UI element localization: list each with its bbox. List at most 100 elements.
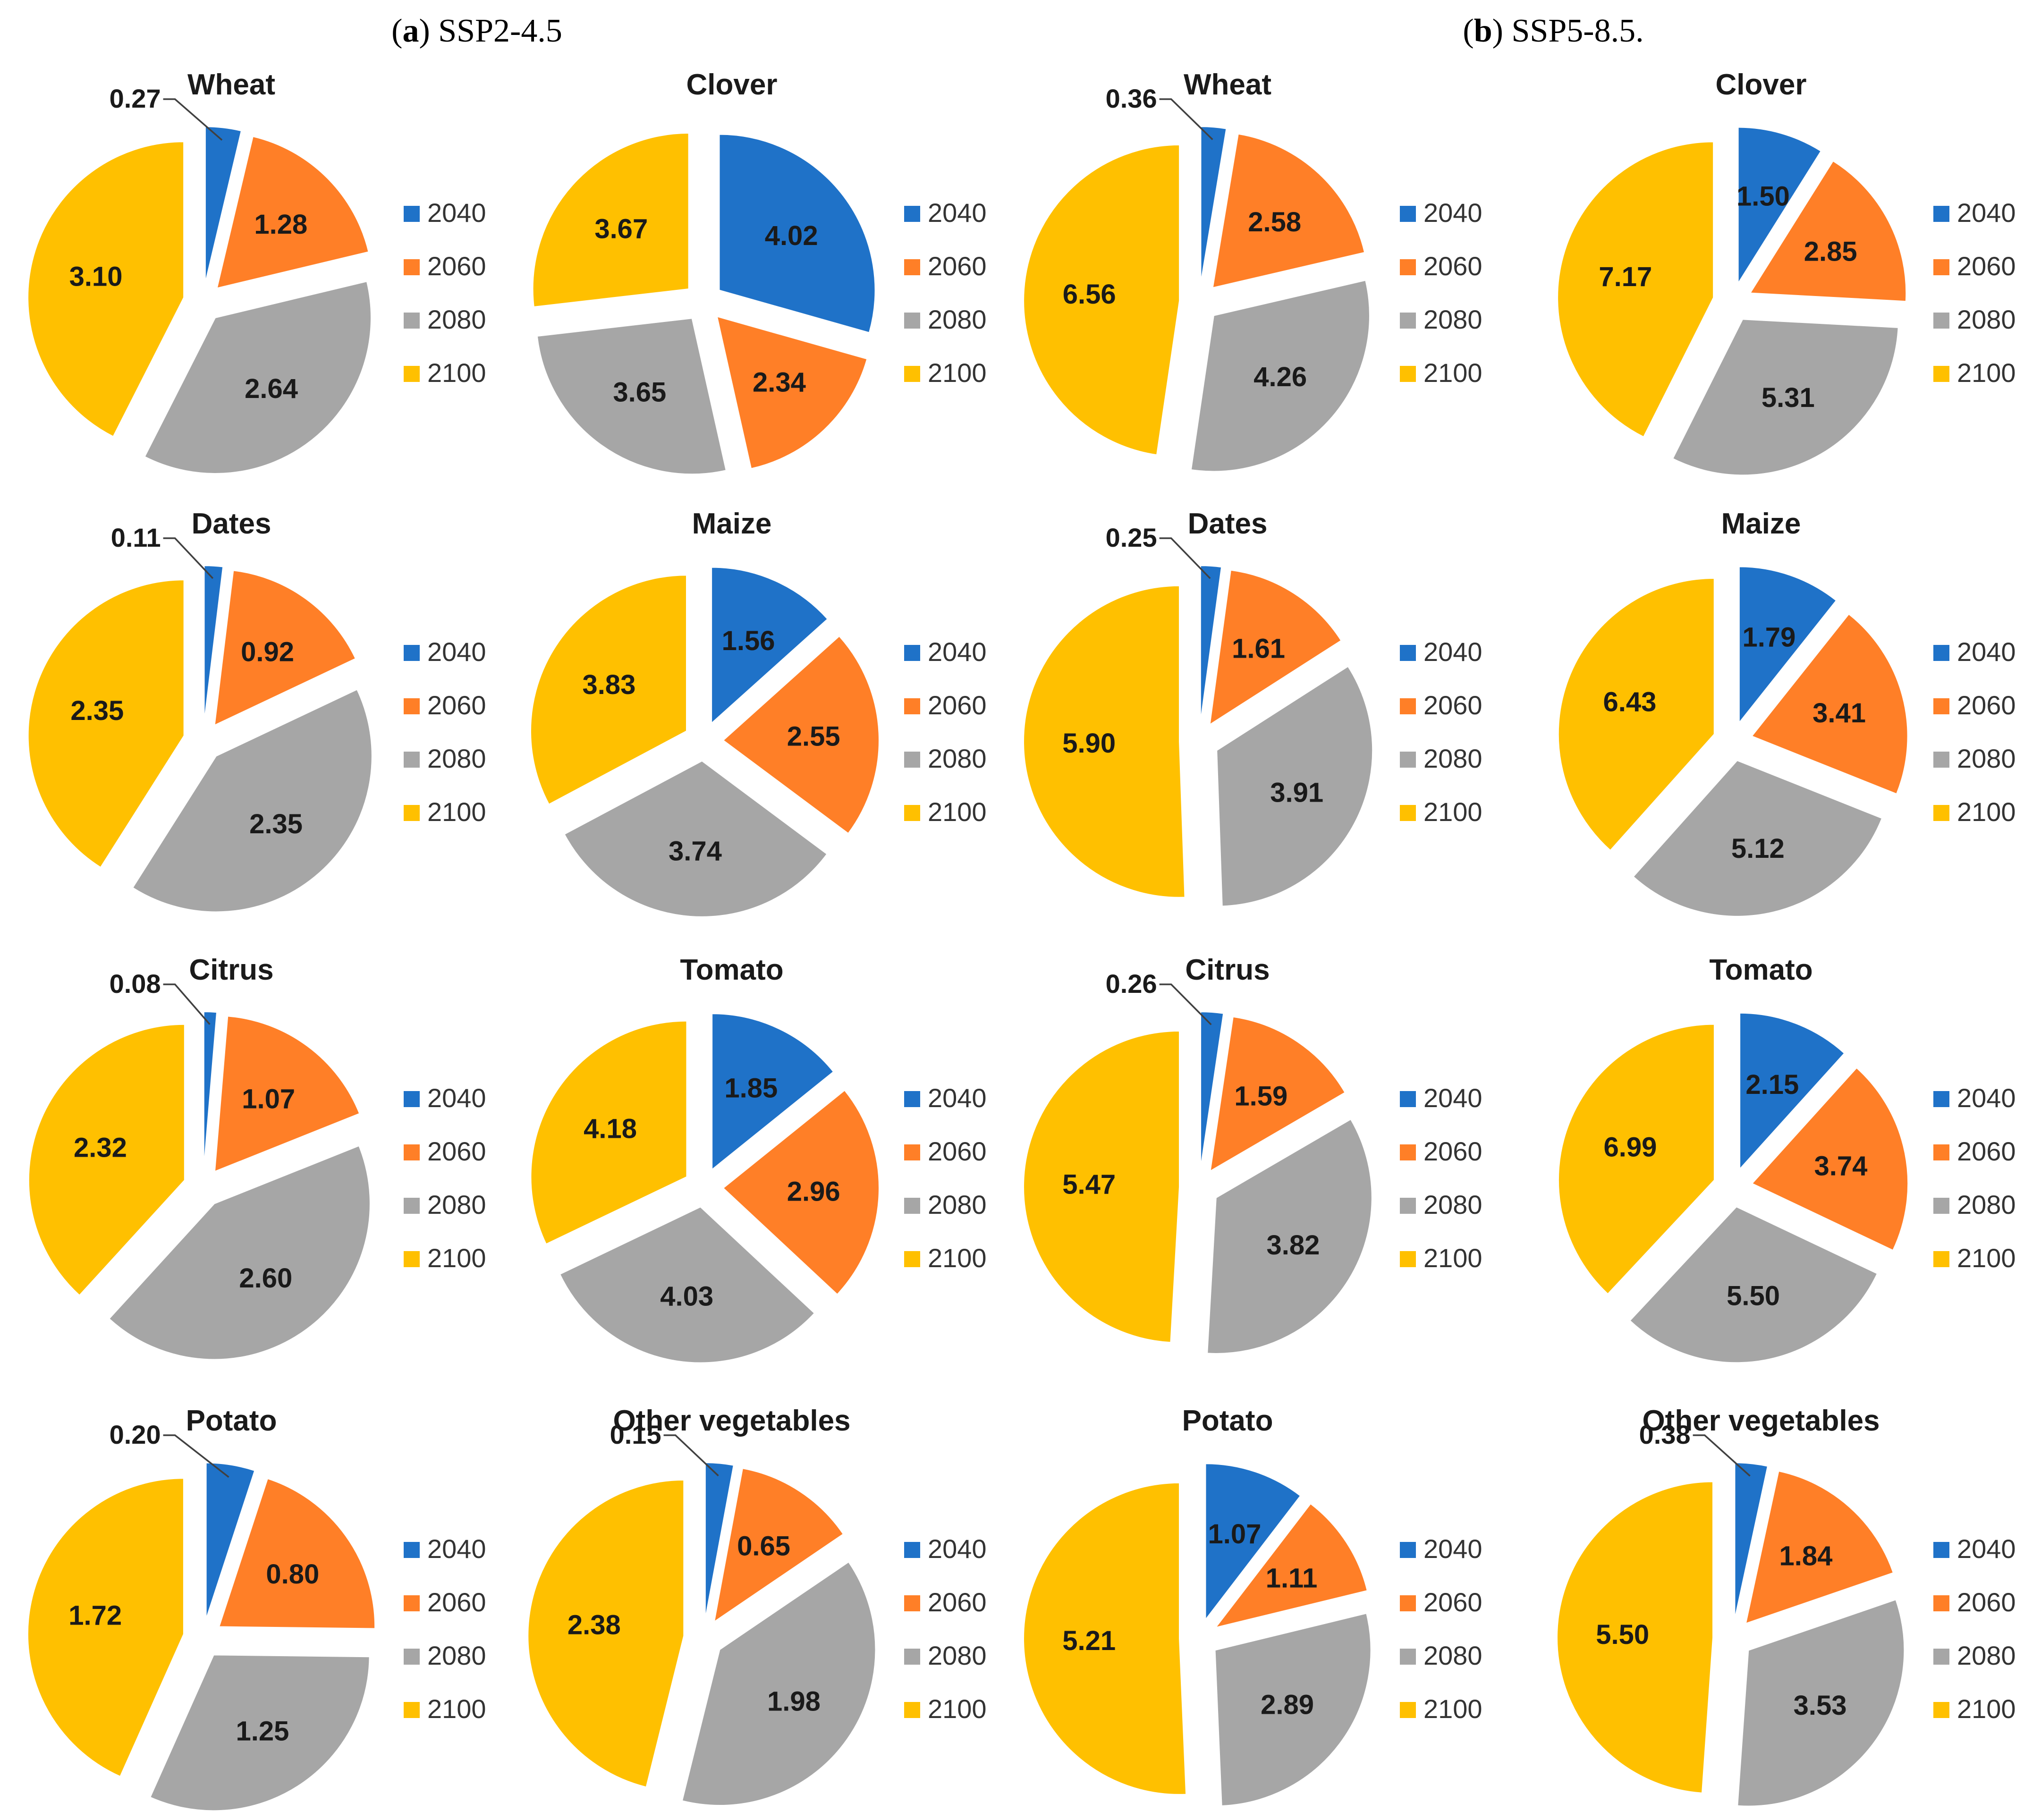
legend-label-2060: 2060: [1957, 251, 2016, 281]
pie-slice-2060: [218, 1478, 376, 1629]
pie-slice-2040: [1205, 1463, 1301, 1621]
leader-line: [163, 537, 214, 579]
chart-title: Tomato: [680, 954, 783, 986]
pie-charts-grid: Wheat0.271.282.643.102040206020802100Clo…: [27, 68, 2016, 1812]
pie-slice-2040: [1200, 1011, 1224, 1168]
legend-swatch-2060: [404, 698, 420, 714]
pie-slice-2100: [527, 1479, 685, 1788]
pie-slice-2080: [144, 280, 372, 474]
data-label-2060: 1.84: [1779, 1541, 1833, 1571]
chart-title: Citrus: [1185, 954, 1270, 986]
legend-label-2060: 2060: [1423, 690, 1482, 720]
legend-label-2100: 2100: [1957, 797, 2016, 827]
legend-swatch-2100: [404, 805, 420, 821]
data-label-2100: 6.56: [1063, 279, 1116, 310]
legend: 2040 2060 2080 2100: [1933, 1534, 2016, 1724]
leader-line: [1159, 537, 1211, 579]
pie-slice-2060: [1212, 133, 1365, 288]
data-label-2100: 7.17: [1599, 262, 1652, 292]
legend-label-2040: 2040: [1957, 637, 2016, 667]
chart-title: Maize: [1721, 508, 1801, 540]
legend-label-2040: 2040: [427, 1083, 486, 1113]
pie-slice-2040: [1738, 566, 1837, 724]
legend-label-2080: 2080: [928, 744, 987, 773]
legend-swatch-2040: [1933, 1091, 1949, 1107]
legend-label-2060: 2060: [1423, 1136, 1482, 1166]
data-label-2060: 2.58: [1248, 207, 1301, 237]
legend-label-2040: 2040: [1423, 1083, 1482, 1113]
data-label-2080: 4.03: [660, 1281, 713, 1312]
data-label-2100: 2.35: [70, 695, 124, 726]
legend-label-2080: 2080: [1957, 1190, 2016, 1219]
legend-swatch-2100: [404, 1251, 420, 1267]
legend-swatch-2040: [404, 645, 420, 661]
legend-label-2060: 2060: [427, 1136, 486, 1166]
pie-slice-2040: [1200, 126, 1227, 283]
legend-swatch-2100: [404, 366, 420, 382]
pie-a-tomato: Tomato 1.85 2.96 4.03 4.18 2040 2060 2080 2100: [530, 954, 987, 1363]
data-label-2100: 6.43: [1603, 687, 1657, 718]
pie-slice-2080: [1629, 1206, 1878, 1363]
legend-label-2060: 2060: [1957, 1136, 2016, 1166]
pie-slice-2080: [1633, 760, 1883, 917]
pie-slice-2040: [1739, 1012, 1845, 1170]
pie-slice-2080: [1672, 319, 1899, 476]
pie-slice-2100: [1023, 1030, 1180, 1343]
legend-label-2060: 2060: [1957, 1587, 2016, 1617]
legend-swatch-2100: [1933, 1702, 1949, 1718]
data-label-2080: 3.74: [669, 836, 722, 867]
pie-b-clover: Clover 1.50 2.85 5.31 7.17 2040 2060 2080 2100: [1557, 68, 2016, 476]
data-label-2080: 5.50: [1727, 1280, 1780, 1311]
legend-label-2040: 2040: [928, 1534, 987, 1564]
pie-slice-2100: [27, 1478, 184, 1777]
legend: 2040 2060 2080 2100: [404, 1534, 486, 1724]
legend: 2040 2060 2080 2100: [904, 637, 987, 827]
legend-label-2100: 2100: [928, 1694, 987, 1724]
pie-slice-2100: [1556, 1481, 1714, 1794]
chart-title: Other vegetables: [613, 1405, 850, 1437]
data-label-2040: 1.07: [1208, 1519, 1262, 1549]
legend-label-2100: 2100: [1957, 358, 2016, 388]
legend-swatch-2100: [1933, 366, 1949, 382]
data-label-2040: 4.02: [765, 220, 818, 251]
legend-swatch-2100: [1400, 1251, 1416, 1267]
panel-a-letter: a: [402, 13, 419, 49]
pie-slice-2100: [27, 141, 185, 437]
legend: 2040 2060 2080 2100: [404, 637, 486, 827]
data-label-2040: 0.15: [610, 1420, 661, 1449]
legend-swatch-2060: [1400, 259, 1416, 275]
legend-label-2080: 2080: [1423, 744, 1482, 773]
pie-slice-2040: [203, 565, 224, 722]
legend-swatch-2080: [1933, 752, 1949, 768]
legend-label-2060: 2060: [928, 1587, 987, 1617]
legend-label-2100: 2100: [1957, 1243, 2016, 1273]
pie-b-maize: Maize 1.79 3.41 5.12 6.43 2040 2060 2080 2100: [1558, 508, 2016, 917]
panel-a-scenario: SSP2-4.5: [438, 13, 562, 49]
legend-swatch-2040: [904, 206, 920, 222]
data-label-2080: 5.12: [1731, 833, 1785, 864]
data-label-2040: 1.79: [1742, 622, 1795, 653]
pie-slice-2080: [149, 1654, 370, 1812]
pie-slice-2100: [28, 1024, 185, 1296]
data-label-2040: 0.38: [1639, 1420, 1691, 1449]
data-label-2100: 4.18: [584, 1114, 637, 1144]
legend-swatch-2040: [404, 1542, 420, 1558]
legend-label-2060: 2060: [928, 690, 987, 720]
legend-swatch-2060: [1400, 698, 1416, 714]
pie-slice-2080: [1190, 279, 1370, 472]
pie-slice-2080: [1207, 1118, 1372, 1354]
data-label-2040: 0.25: [1106, 523, 1157, 552]
legend-label-2040: 2040: [1423, 198, 1482, 228]
pie-slice-2080: [681, 1561, 876, 1806]
legend-label-2080: 2080: [1423, 1190, 1482, 1219]
legend-swatch-2040: [1400, 645, 1416, 661]
pie-slice-2040: [1200, 565, 1222, 722]
pie-b-citrus: Citrus 0.26 1.59 3.82 5.47 2040 2060 2080 2100: [1023, 954, 1482, 1354]
data-label-2080: 3.65: [613, 377, 666, 407]
pie-slice-2100: [1023, 1482, 1187, 1795]
data-label-2080: 2.35: [249, 809, 303, 839]
pie-slice-2060: [1209, 569, 1342, 726]
pie-a-potato: Potato 0.20 0.80 1.25 1.72 2040 2060 2080 2100: [27, 1405, 486, 1812]
legend-swatch-2100: [404, 1702, 420, 1718]
